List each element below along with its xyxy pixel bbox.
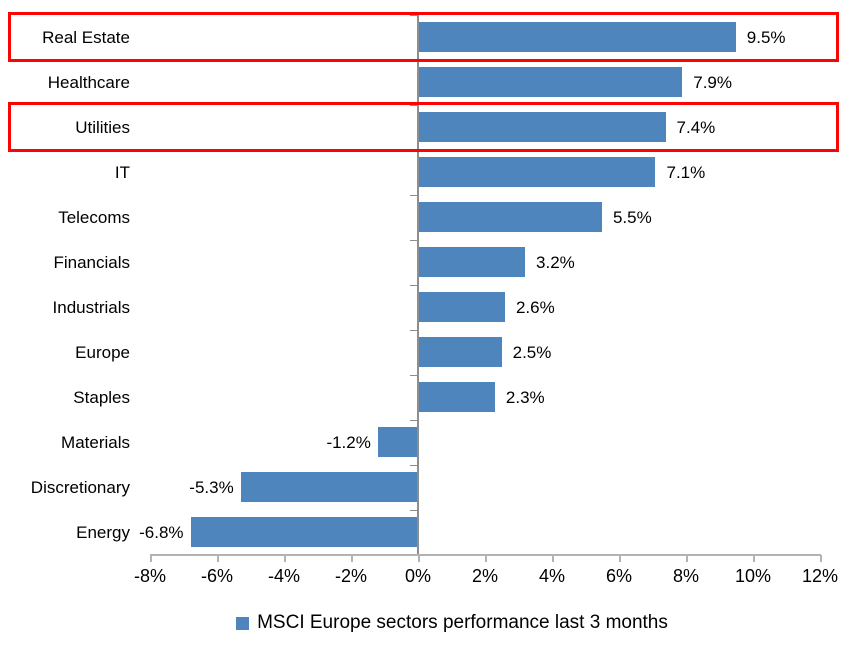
category-axis-tick — [410, 419, 418, 421]
chart-row: Industrials 2.6% — [0, 285, 852, 330]
category-axis-tick — [410, 374, 418, 376]
value-axis-tick-label: 2% — [471, 566, 498, 586]
category-label: Discretionary — [30, 477, 130, 497]
value-label: 2.5% — [512, 342, 552, 362]
chart-row: Energy -6.8% — [0, 510, 852, 555]
chart-row: IT 7.1% — [0, 150, 852, 195]
chart-row: Discretionary -5.3% — [0, 465, 852, 510]
category-axis-tick — [410, 509, 418, 511]
data-bar — [418, 337, 502, 367]
chart-row: Materials -1.2% — [0, 420, 852, 465]
value-axis-tick-label: -2% — [334, 566, 367, 586]
value-label: 7.1% — [666, 162, 706, 182]
value-label: 7.9% — [693, 72, 732, 92]
value-label: -1.2% — [326, 432, 371, 452]
chart-row: Staples 2.3% — [0, 375, 852, 420]
category-axis-tick — [410, 329, 418, 331]
value-axis-tick — [552, 555, 554, 562]
category-label: Europe — [75, 342, 130, 362]
chart-row: Utilities 7.4% — [0, 105, 852, 150]
category-axis-tick — [410, 194, 418, 196]
value-axis-tick-label: 8% — [672, 566, 699, 586]
value-label: 9.5% — [746, 27, 786, 47]
value-axis-tick-label: 0% — [404, 566, 431, 586]
category-axis-tick — [410, 464, 418, 466]
data-bar — [418, 292, 505, 322]
category-label: Staples — [73, 387, 130, 407]
data-bar — [418, 112, 666, 142]
value-axis-tick — [418, 555, 420, 562]
category-label: Energy — [76, 522, 130, 542]
value-axis-tick — [351, 555, 353, 562]
data-bar — [418, 247, 526, 277]
value-label: 5.5% — [612, 207, 652, 227]
legend-label: MSCI Europe sectors performance last 3 m… — [257, 612, 668, 633]
value-axis-tick-label: 4% — [538, 566, 565, 586]
category-label: Real Estate — [42, 27, 130, 47]
value-axis-tick — [150, 555, 152, 562]
highlight-box-utilities — [8, 102, 839, 152]
category-label: Industrials — [52, 297, 130, 317]
data-bar — [190, 517, 418, 547]
value-label: 3.2% — [536, 252, 575, 272]
value-axis-tick — [820, 555, 822, 562]
category-label: Utilities — [75, 117, 130, 137]
value-label: -6.8% — [139, 522, 184, 542]
data-bar — [377, 427, 418, 457]
value-axis-tick-label: -8% — [133, 566, 166, 586]
value-axis-tick-label: 6% — [605, 566, 632, 586]
chart-row: Telecoms 5.5% — [0, 195, 852, 240]
category-axis-line — [417, 15, 419, 555]
chart-row: Financials 3.2% — [0, 240, 852, 285]
value-axis-tick-label: 12% — [801, 566, 839, 586]
category-label: Materials — [61, 432, 130, 452]
value-axis-line — [150, 554, 821, 556]
value-axis-tick-label: 10% — [734, 566, 772, 586]
value-axis-tick — [217, 555, 219, 562]
value-axis-tick — [619, 555, 621, 562]
chart-row: Healthcare 7.9% — [0, 60, 852, 105]
value-axis-tick-label: -6% — [200, 566, 233, 586]
value-axis-tick — [284, 555, 286, 562]
category-axis-tick — [410, 239, 418, 241]
data-bar — [418, 67, 683, 97]
value-axis-tick — [686, 555, 688, 562]
value-axis-tick-label: -4% — [267, 566, 300, 586]
category-axis-tick — [410, 14, 418, 16]
data-bar — [418, 202, 602, 232]
value-axis-tick — [485, 555, 487, 562]
value-label: 7.4% — [676, 117, 716, 137]
data-bar — [240, 472, 418, 502]
chart-row: Europe 2.5% — [0, 330, 852, 375]
value-label: -5.3% — [189, 477, 234, 497]
category-axis-tick — [410, 104, 418, 106]
category-label: Healthcare — [47, 72, 130, 92]
chart-legend: MSCI Europe sectors performance last 3 m… — [26, 610, 852, 636]
chart-row: Real Estate 9.5% — [0, 15, 852, 60]
category-label: Financials — [53, 252, 130, 272]
legend-swatch-icon — [236, 616, 250, 630]
value-label: 2.6% — [515, 297, 555, 317]
value-label: 2.3% — [505, 387, 545, 407]
data-bar — [418, 382, 495, 412]
highlight-box-real-estate — [8, 12, 839, 62]
value-axis-tick — [753, 555, 755, 562]
category-label: IT — [114, 162, 130, 182]
category-label: Telecoms — [58, 207, 130, 227]
category-axis-tick — [410, 284, 418, 286]
data-bar — [418, 22, 736, 52]
data-bar — [418, 157, 656, 187]
